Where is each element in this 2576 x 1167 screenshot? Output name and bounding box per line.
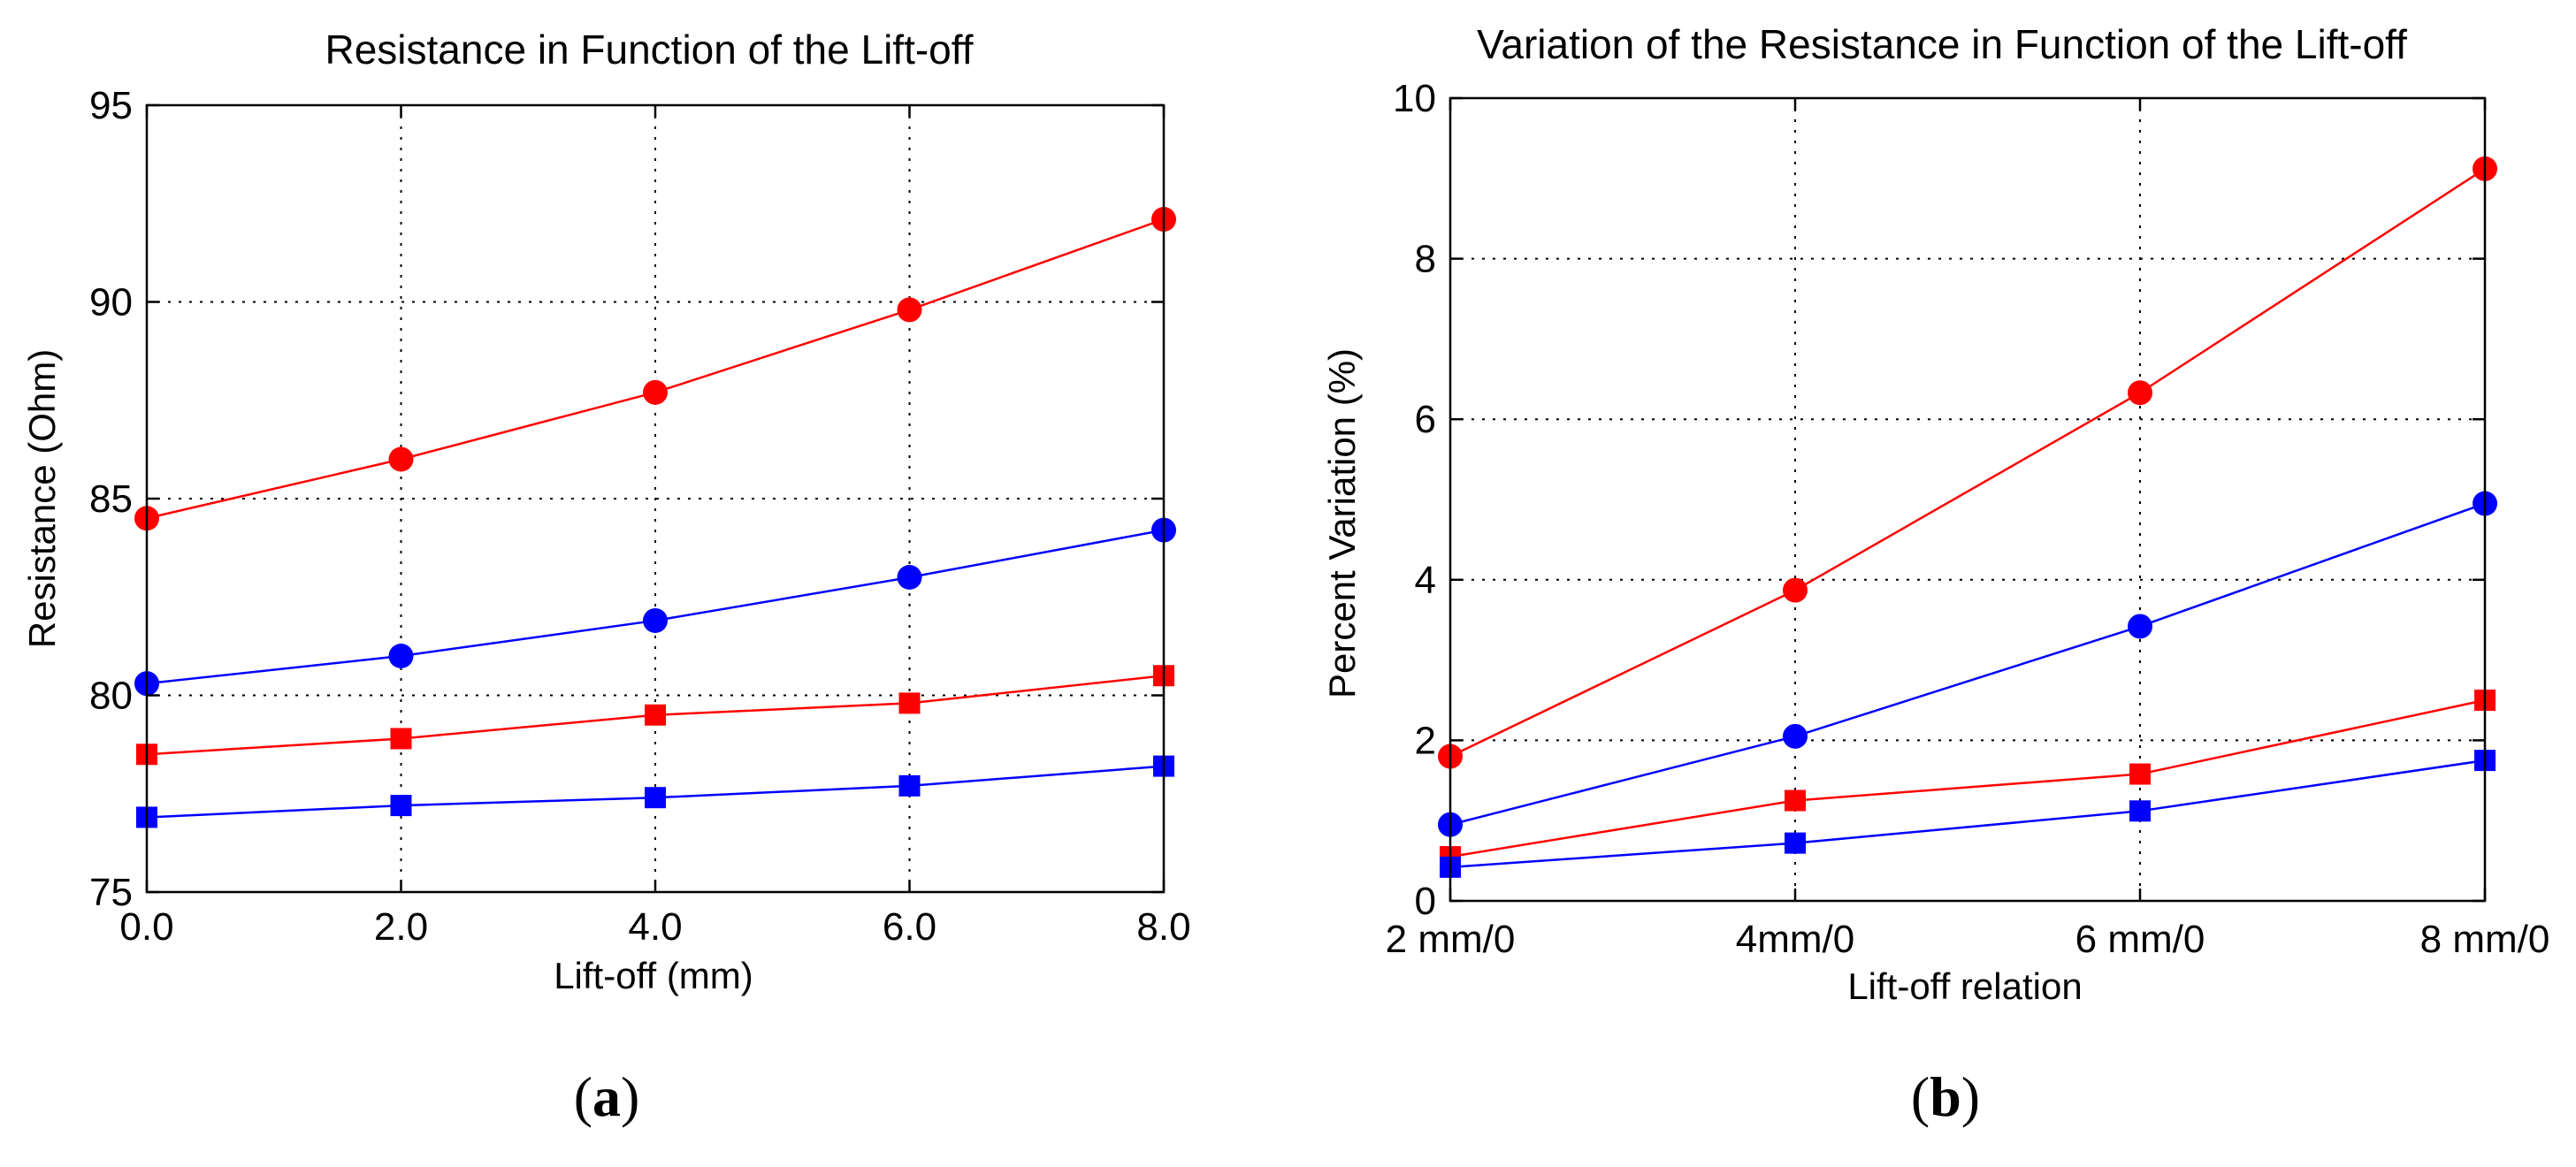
x-tick-label: 8 mm/0 — [2420, 918, 2550, 961]
data-point — [388, 446, 414, 472]
data-point — [388, 644, 414, 668]
y-tick-label: 6 — [1415, 398, 1436, 441]
x-tick-label: 4.0 — [628, 905, 682, 949]
chart-b-ylabel: Percent Variation (%) — [1321, 348, 1363, 698]
chart-a-panel-letter: a — [592, 1065, 621, 1128]
data-point — [643, 379, 668, 405]
data-point — [2128, 380, 2152, 406]
chart-b-ticks: 2 mm/0 4mm/0 6 mm/0 8 mm/0 0 2 4 6 8 10 — [1386, 77, 2550, 961]
series-red-circle — [1438, 156, 2497, 769]
chart-b-series — [1438, 156, 2497, 878]
chart-b-grid — [1450, 98, 2485, 901]
data-point — [1783, 723, 1808, 749]
y-tick-label: 90 — [89, 281, 133, 324]
data-point — [898, 774, 921, 797]
x-tick-label: 6 mm/0 — [2075, 918, 2205, 961]
series-blue-square — [1440, 750, 2496, 878]
y-tick-label: 85 — [89, 477, 133, 521]
chart-a-title: Resistance in Function of the Lift-off — [325, 27, 974, 72]
y-tick-label: 80 — [89, 675, 133, 718]
chart-a-grid — [147, 105, 1164, 892]
x-tick-label: 4mm/0 — [1736, 918, 1854, 961]
data-point — [645, 787, 666, 809]
chart-b-panel-label: (b) — [1911, 1065, 1980, 1128]
chart-a-ticks: 0.0 2.0 4.0 6.0 8.0 75 80 85 90 95 — [89, 84, 1191, 949]
data-point — [2129, 800, 2151, 822]
data-point — [2129, 763, 2151, 785]
data-point — [898, 692, 921, 714]
y-tick-label: 75 — [89, 871, 133, 914]
x-tick-label: 6.0 — [883, 905, 936, 949]
chart-a-xlabel: Lift-off (mm) — [554, 955, 753, 996]
series-line — [146, 217, 1165, 520]
series-red-square — [1440, 690, 2496, 868]
y-tick-label: 2 — [1415, 719, 1436, 762]
chart-panel-a: Resistance in Function of the Lift-off 0… — [21, 27, 1191, 1128]
y-tick-label: 95 — [89, 84, 133, 127]
chart-b-xlabel: Lift-off relation — [1847, 965, 2082, 1007]
series-line — [1449, 759, 2486, 869]
data-point — [645, 704, 666, 726]
y-tick-label: 10 — [1393, 77, 1436, 120]
data-point — [390, 795, 412, 817]
series-line — [1449, 502, 2486, 826]
data-point — [390, 728, 412, 750]
series-line — [1449, 698, 2486, 858]
chart-a-series — [134, 207, 1176, 828]
chart-panel-b: Variation of the Resistance in Function … — [1321, 21, 2549, 1128]
data-point — [897, 565, 922, 590]
x-tick-label: 8.0 — [1136, 905, 1190, 949]
x-tick-label: 2 mm/0 — [1386, 918, 1516, 961]
chart-b-title: Variation of the Resistance in Function … — [1477, 21, 2407, 67]
chart-a-ylabel: Resistance (Ohm) — [21, 349, 63, 648]
x-tick-label: 0.0 — [119, 905, 173, 949]
data-point — [1785, 789, 1806, 812]
y-tick-label: 4 — [1415, 559, 1436, 602]
chart-b-frame — [1449, 96, 2487, 903]
data-point — [1785, 832, 1806, 854]
series-line — [1449, 167, 2486, 758]
x-tick-label: 2.0 — [374, 905, 428, 949]
data-point — [643, 607, 668, 633]
y-tick-label: 0 — [1415, 880, 1436, 923]
data-point — [2128, 614, 2152, 639]
chart-b-panel-letter: b — [1930, 1065, 1961, 1128]
chart-a-panel-label: (a) — [574, 1065, 640, 1128]
data-point — [1783, 577, 1808, 603]
series-blue-circle — [1438, 491, 2497, 837]
data-point — [897, 297, 922, 323]
y-tick-label: 8 — [1415, 238, 1436, 281]
